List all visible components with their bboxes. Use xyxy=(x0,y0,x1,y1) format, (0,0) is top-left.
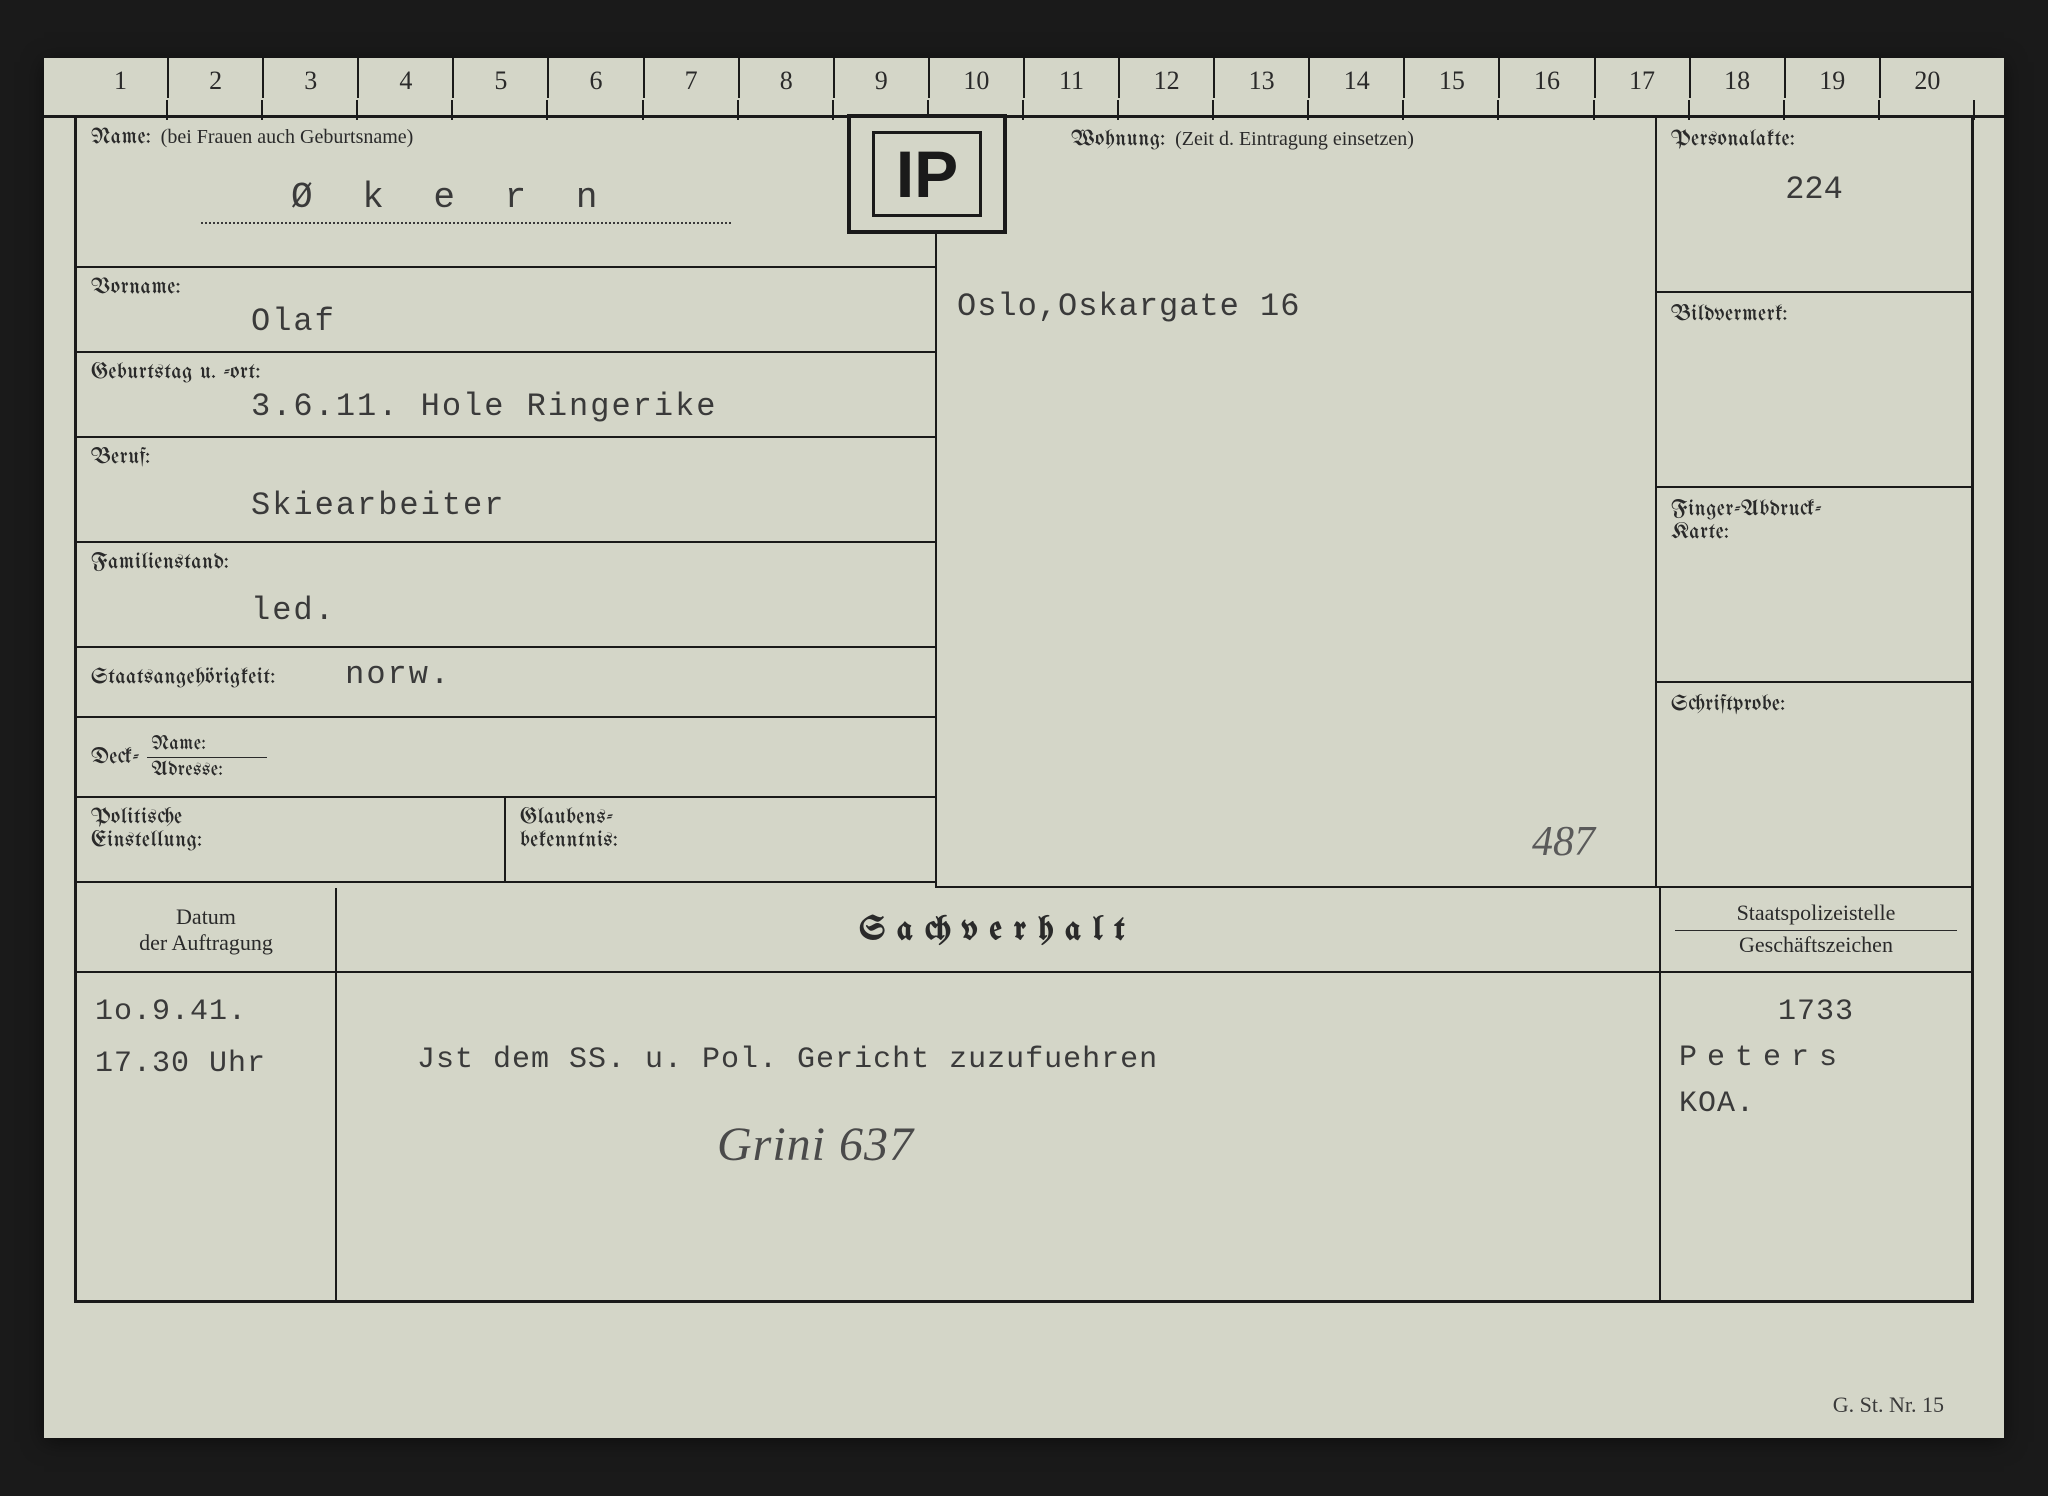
sachverhalt-title: Sachverhalt xyxy=(351,912,1645,948)
ruler-tick: 19 xyxy=(1786,58,1881,98)
finger-label2: Karte: xyxy=(1671,521,1957,544)
ruler-tick: 4 xyxy=(359,58,454,98)
footer-form-number: G. St. Nr. 15 xyxy=(1833,1392,1944,1418)
sachverhalt-header: Datum der Auftragung Sachverhalt Staatsp… xyxy=(74,888,1974,973)
ruler-tick: 16 xyxy=(1500,58,1595,98)
deck-label: Deck- xyxy=(91,746,139,769)
ruler-tick: 9 xyxy=(835,58,930,98)
schriftprobe-field: Schriftprobe: xyxy=(1657,683,1971,888)
ip-stamp: IP xyxy=(872,131,982,217)
handwritten-grini: Grini 637 xyxy=(417,1117,1641,1172)
handwritten-note: 487 xyxy=(1532,818,1595,866)
deck-name-label: Name: xyxy=(147,732,267,758)
name-label: Name: xyxy=(91,126,151,149)
ruler-tick: 5 xyxy=(454,58,549,98)
ruler-tick: 8 xyxy=(740,58,835,98)
datum-label2: der Auftragung xyxy=(91,930,321,956)
ruler-tick: 12 xyxy=(1120,58,1215,98)
middle-column: Wohnung: (Zeit d. Eintragung einsetzen) … xyxy=(937,118,1657,888)
geschaefts-label: Geschäftszeichen xyxy=(1675,931,1957,960)
sachverhalt-text-cell: Jst dem SS. u. Pol. Gericht zuzufuehren … xyxy=(337,973,1661,1300)
deck-field: Deck- Name: Adresse: xyxy=(77,718,935,798)
politische-label1: Politische xyxy=(91,806,490,829)
ref-code: KOA. xyxy=(1679,1087,1953,1121)
geburtstag-field: Geburtstag u. -ort: 3.6.11. Hole Ringeri… xyxy=(77,353,935,438)
sachverhalt-body: 1o.9.41. 17.30 Uhr Jst dem SS. u. Pol. G… xyxy=(74,973,1974,1303)
main-form-grid: IP Name: (bei Frauen auch Geburtsname) Ø… xyxy=(74,118,1974,888)
wohnung-sublabel: (Zeit d. Eintragung einsetzen) xyxy=(1175,128,1414,150)
ruler-tick: 18 xyxy=(1691,58,1786,98)
staatspolizei-label: Staatspolizeistelle xyxy=(1675,899,1957,931)
personalakte-value: 224 xyxy=(1671,171,1957,208)
ruler-tick: 2 xyxy=(169,58,264,98)
geburtstag-label: Geburtstag u. -ort: xyxy=(91,361,921,384)
ruler-tick: 1 xyxy=(74,58,169,98)
finger-label1: Finger-Abdruck- xyxy=(1671,498,1957,521)
schriftprobe-label: Schriftprobe: xyxy=(1671,693,1957,716)
bildvermerk-label: Bildvermerk: xyxy=(1671,303,1957,326)
personalakte-field: Personalakte: 224 xyxy=(1657,118,1971,293)
politische-row: Politische Einstellung: Glaubens- bekenn… xyxy=(77,798,935,883)
sachverhalt-title-cell: Sachverhalt xyxy=(337,888,1661,971)
finger-field: Finger-Abdruck- Karte: xyxy=(1657,488,1971,683)
ruler-tick: 20 xyxy=(1881,58,1974,98)
name-sublabel: (bei Frauen auch Geburtsname) xyxy=(161,126,414,148)
familienstand-label: Familienstand: xyxy=(91,551,921,574)
sachverhalt-text: Jst dem SS. u. Pol. Gericht zuzufuehren xyxy=(417,1043,1641,1077)
familienstand-value: led. xyxy=(91,592,921,629)
vorname-value: Olaf xyxy=(91,303,921,340)
ruler-tick: 14 xyxy=(1310,58,1405,98)
wohnung-header: Wohnung: (Zeit d. Eintragung einsetzen) xyxy=(937,118,1655,178)
glaubens-label2: bekenntnis: xyxy=(520,829,921,852)
politische-cell: Politische Einstellung: xyxy=(77,798,506,881)
deck-adresse-label: Adresse: xyxy=(147,758,267,783)
wohnung-value: Oslo,Oskargate 16 xyxy=(937,178,1655,325)
ruler-tick: 17 xyxy=(1596,58,1691,98)
left-column: Name: (bei Frauen auch Geburtsname) Ø k … xyxy=(77,118,937,888)
ruler-tick: 6 xyxy=(549,58,644,98)
glaubens-cell: Glaubens- bekenntnis: xyxy=(506,798,935,881)
ref-number: 1733 xyxy=(1679,995,1953,1029)
staatspolizei-header: Staatspolizeistelle Geschäftszeichen xyxy=(1661,888,1971,971)
beruf-value: Skiearbeiter xyxy=(91,487,921,524)
staats-field: Staatsangehörigkeit: norw. xyxy=(77,648,935,718)
datum-label1: Datum xyxy=(91,904,321,930)
vorname-field: Vorname: Olaf xyxy=(77,268,935,353)
beruf-label: Beruf: xyxy=(91,446,921,469)
ruler-tick: 7 xyxy=(645,58,740,98)
ruler-scale: 1 2 3 4 5 6 7 8 9 10 11 12 13 14 15 16 1… xyxy=(44,58,2004,118)
ruler-tick: 11 xyxy=(1025,58,1120,98)
vorname-label: Vorname: xyxy=(91,276,921,299)
bildvermerk-field: Bildvermerk: xyxy=(1657,293,1971,488)
ref-name: Peters xyxy=(1679,1041,1953,1075)
right-column: Personalakte: 224 Bildvermerk: Finger-Ab… xyxy=(1657,118,1971,888)
politische-label2: Einstellung: xyxy=(91,829,490,852)
familienstand-field: Familienstand: led. xyxy=(77,543,935,648)
personalakte-label: Personalakte: xyxy=(1671,128,1957,151)
datum-value2: 17.30 Uhr xyxy=(95,1047,317,1081)
staats-label: Staatsangehörigkeit: xyxy=(91,666,276,689)
glaubens-label1: Glaubens- xyxy=(520,806,921,829)
ip-stamp-box: IP xyxy=(847,114,1007,234)
datum-value1: 1o.9.41. xyxy=(95,995,317,1029)
name-value: Ø k e r n xyxy=(91,177,921,218)
reference-cell: 1733 Peters KOA. xyxy=(1661,973,1971,1300)
name-field: Name: (bei Frauen auch Geburtsname) Ø k … xyxy=(77,118,935,268)
datum-header: Datum der Auftragung xyxy=(77,888,337,971)
datum-cell: 1o.9.41. 17.30 Uhr xyxy=(77,973,337,1300)
ruler-tick: 13 xyxy=(1215,58,1310,98)
ruler-tick: 3 xyxy=(264,58,359,98)
ruler-tick: 15 xyxy=(1405,58,1500,98)
staats-value: norw. xyxy=(285,656,451,693)
geburtstag-value: 3.6.11. Hole Ringerike xyxy=(91,388,921,425)
beruf-field: Beruf: Skiearbeiter xyxy=(77,438,935,543)
ruler-tick: 10 xyxy=(930,58,1025,98)
record-card: 1 2 3 4 5 6 7 8 9 10 11 12 13 14 15 16 1… xyxy=(44,58,2004,1438)
